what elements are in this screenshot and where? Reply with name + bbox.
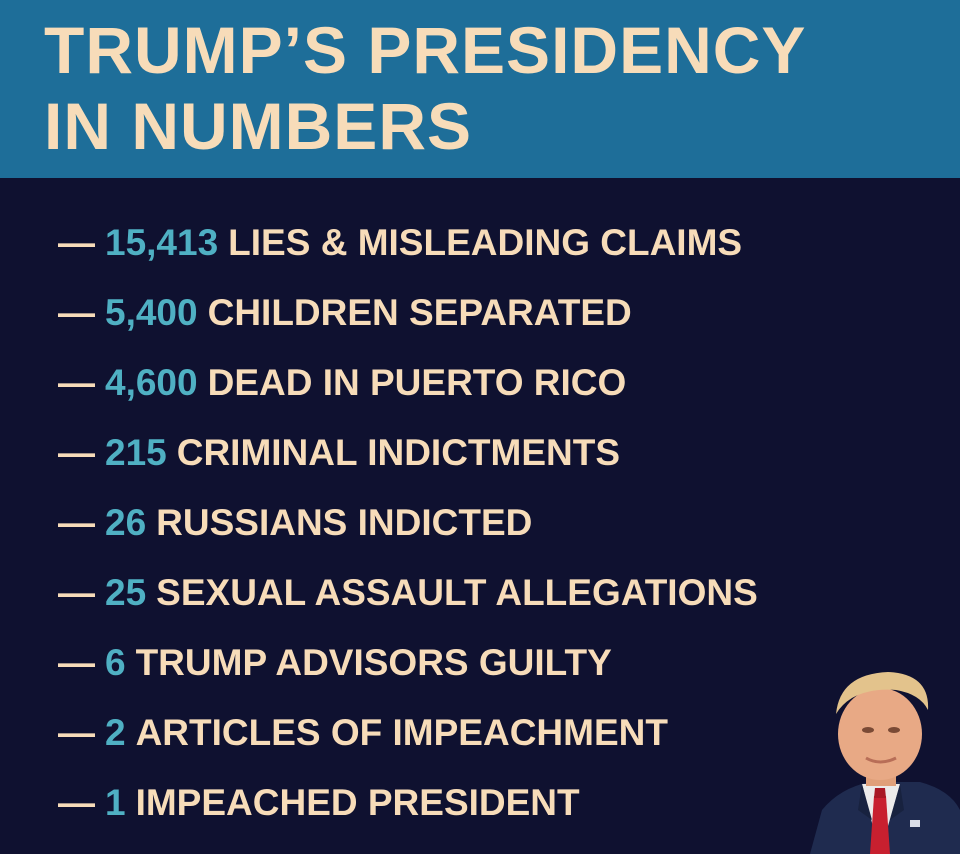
dash-bullet: — [58,432,95,473]
title-line-2: IN NUMBERS [44,89,473,163]
list-item: —26 RUSSIANS INDICTED [58,494,758,564]
stat-label: TRUMP ADVISORS GUILTY [135,642,612,683]
stats-list: —15,413 LIES & MISLEADING CLAIMS —5,400 CH… [58,214,758,844]
stat-number: 5,400 [105,292,198,333]
stat-label: CHILDREN SEPARATED [207,292,632,333]
stat-number: 15,413 [105,222,219,263]
title-banner: TRUMP’S PRESIDENCY IN NUMBERS [0,0,960,178]
dash-bullet: — [58,502,95,543]
stat-number: 215 [105,432,167,473]
stat-number: 25 [105,572,147,613]
person-portrait-icon [810,672,960,854]
list-item: —4,600 DEAD IN PUERTO RICO [58,354,758,424]
stat-number: 4,600 [105,362,198,403]
list-item: —15,413 LIES & MISLEADING CLAIMS [58,214,758,284]
stat-number: 6 [105,642,126,683]
list-item: —25 SEXUAL ASSAULT ALLEGATIONS [58,564,758,634]
stat-number: 2 [105,712,126,753]
title-line-1: TRUMP’S PRESIDENCY [44,13,807,87]
dash-bullet: — [58,642,95,683]
stat-label: CRIMINAL INDICTMENTS [176,432,621,473]
list-item: —215 CRIMINAL INDICTMENTS [58,424,758,494]
stat-label: DEAD IN PUERTO RICO [207,362,627,403]
list-item: —5,400 CHILDREN SEPARATED [58,284,758,354]
dash-bullet: — [58,292,95,333]
stat-label: SEXUAL ASSAULT ALLEGATIONS [156,572,758,613]
stat-number: 1 [105,782,126,823]
stat-label: RUSSIANS INDICTED [156,502,533,543]
dash-bullet: — [58,362,95,403]
dash-bullet: — [58,222,95,263]
page-title: TRUMP’S PRESIDENCY IN NUMBERS [44,12,806,164]
stat-label: IMPEACHED PRESIDENT [135,782,580,823]
stat-number: 26 [105,502,147,543]
dash-bullet: — [58,712,95,753]
dash-bullet: — [58,782,95,823]
stat-label: LIES & MISLEADING CLAIMS [228,222,743,263]
stat-label: ARTICLES OF IMPEACHMENT [135,712,668,753]
list-item: —1 IMPEACHED PRESIDENT [58,774,758,844]
dash-bullet: — [58,572,95,613]
list-item: —6 TRUMP ADVISORS GUILTY [58,634,758,704]
list-item: —2 ARTICLES OF IMPEACHMENT [58,704,758,774]
